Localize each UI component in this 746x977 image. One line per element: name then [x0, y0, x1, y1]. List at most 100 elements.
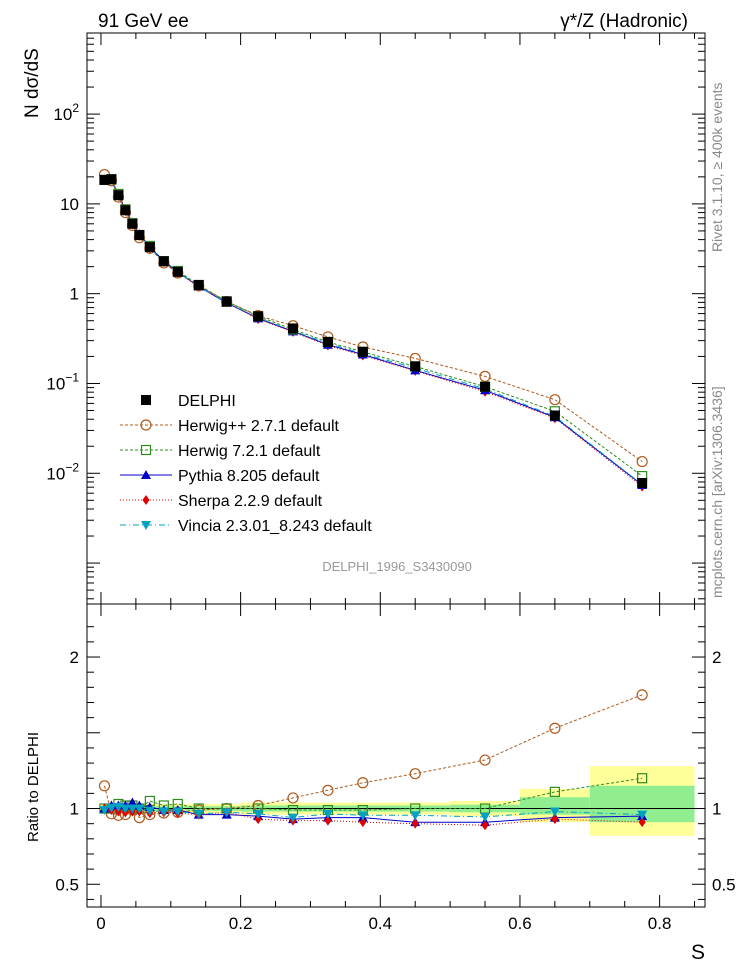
main-data-point	[106, 174, 117, 185]
ratio-data-point	[479, 754, 491, 766]
ratio-y-tick-label-right: 2	[712, 648, 721, 667]
main-y-tick-label: 10	[60, 195, 79, 214]
ratio-data-point	[324, 815, 332, 826]
ratio-data-point	[158, 807, 169, 817]
ratio-data-point	[357, 811, 368, 821]
legend-marker	[141, 521, 151, 530]
ratio-data-point	[551, 814, 559, 825]
legend-label: DELPHI	[178, 393, 236, 410]
ratio-data-point	[549, 786, 560, 797]
ratio-data-point	[193, 809, 204, 819]
main-y-tick-label: 102	[53, 101, 79, 124]
ratio-data-point	[254, 814, 262, 825]
main-data-point	[357, 346, 368, 357]
ratio-y-tick-label-left: 0.5	[55, 875, 79, 894]
ratio-y-axis-label: Ratio to DELPHI	[25, 732, 42, 842]
ratio-data-point	[322, 809, 333, 819]
main-series-line	[104, 179, 643, 487]
legend-marker	[140, 419, 152, 431]
main-y-tick-label: 10−1	[46, 370, 79, 393]
ratio-data-point	[127, 797, 138, 807]
ratio-plot-frame	[86, 603, 706, 908]
main-y-tick-label: 10−2	[46, 460, 79, 483]
main-y-axis-label: N dσ/dS	[22, 48, 43, 118]
mcplots-reference-label: mcplots.cern.ch [arXiv:1306.3436]	[709, 386, 725, 598]
legend-label: Sherpa 2.2.9 default	[178, 493, 323, 510]
ratio-data-point	[410, 811, 421, 821]
legend-label: Herwig 7.2.1 default	[178, 443, 321, 460]
main-data-point	[99, 174, 110, 185]
ratio-data-point	[357, 777, 369, 789]
legend-marker	[141, 395, 151, 405]
main-data-point	[120, 205, 131, 216]
ratio-data-point	[549, 807, 560, 817]
ratio-band-green	[519, 797, 590, 815]
x-tick-label: 0.2	[229, 914, 253, 933]
analysis-watermark: DELPHI_1996_S3430090	[322, 559, 472, 574]
ratio-data-point	[172, 807, 183, 817]
ratio-y-tick-label-left: 2	[70, 648, 79, 667]
main-data-point	[158, 256, 169, 267]
main-data-point	[127, 218, 138, 229]
ratio-data-point	[288, 813, 298, 823]
ratio-data-point	[99, 806, 110, 816]
x-axis-label: S	[691, 941, 705, 964]
ratio-data-point	[144, 806, 155, 816]
legend-marker	[140, 444, 152, 456]
header-energy-label: 91 GeV ee	[98, 11, 189, 32]
main-data-point	[193, 279, 204, 290]
x-tick-label: 0	[96, 914, 105, 933]
main-data-point	[549, 394, 561, 406]
main-data-point	[479, 370, 491, 382]
ratio-data-point	[411, 818, 419, 829]
ratio-data-point	[636, 689, 648, 701]
main-y-tick-label: 1	[70, 285, 79, 304]
ratio-data-point	[134, 804, 145, 814]
main-data-point	[322, 336, 333, 347]
ratio-data-point	[120, 804, 131, 814]
ratio-data-point	[481, 820, 489, 831]
ratio-data-point	[106, 803, 117, 813]
ratio-data-point	[359, 817, 367, 828]
ratio-data-point	[638, 817, 646, 828]
ratio-y-tick-label-left: 1	[70, 800, 79, 819]
ratio-data-point	[549, 722, 561, 734]
ratio-data-point	[287, 792, 299, 804]
main-data-point	[134, 230, 145, 241]
main-data-point	[144, 242, 155, 253]
legend-marker	[141, 470, 151, 479]
main-data-point	[549, 410, 560, 421]
ratio-data-point	[221, 808, 232, 818]
main-data-point	[410, 361, 421, 372]
main-data-point	[221, 296, 232, 307]
ratio-data-point	[637, 773, 648, 784]
ratio-data-point	[127, 804, 138, 814]
main-data-point	[636, 455, 648, 468]
ratio-data-point	[637, 810, 648, 820]
ratio-y-tick-label-right: 0.5	[712, 875, 736, 894]
x-tick-label: 0.6	[508, 914, 532, 933]
x-tick-label: 0.8	[648, 914, 672, 933]
ratio-y-tick-label-right: 1	[712, 800, 721, 819]
legend-label: Vincia 2.3.01_8.243 default	[178, 518, 372, 535]
main-series-line	[104, 178, 643, 485]
legend-label: Herwig++ 2.7.1 default	[178, 418, 340, 435]
legend-marker	[142, 495, 150, 505]
x-tick-label: 0.4	[368, 914, 392, 933]
ratio-data-point	[322, 784, 334, 796]
ratio-data-point	[253, 809, 264, 819]
header-process-label: γ*/Z (Hadronic)	[560, 11, 688, 32]
main-data-point	[172, 266, 183, 277]
main-series-line	[104, 178, 643, 486]
legend-label: Pythia 8.205 default	[178, 468, 320, 485]
main-data-point	[637, 477, 648, 488]
ratio-data-point	[98, 780, 111, 792]
ratio-data-point	[480, 812, 491, 822]
main-data-point	[253, 311, 264, 322]
ratio-data-point	[409, 768, 421, 780]
main-data-point	[288, 323, 298, 334]
main-data-point	[480, 381, 491, 392]
main-data-point	[113, 190, 124, 201]
rivet-version-label: Rivet 3.1.10, ≥ 400k events	[709, 82, 725, 252]
